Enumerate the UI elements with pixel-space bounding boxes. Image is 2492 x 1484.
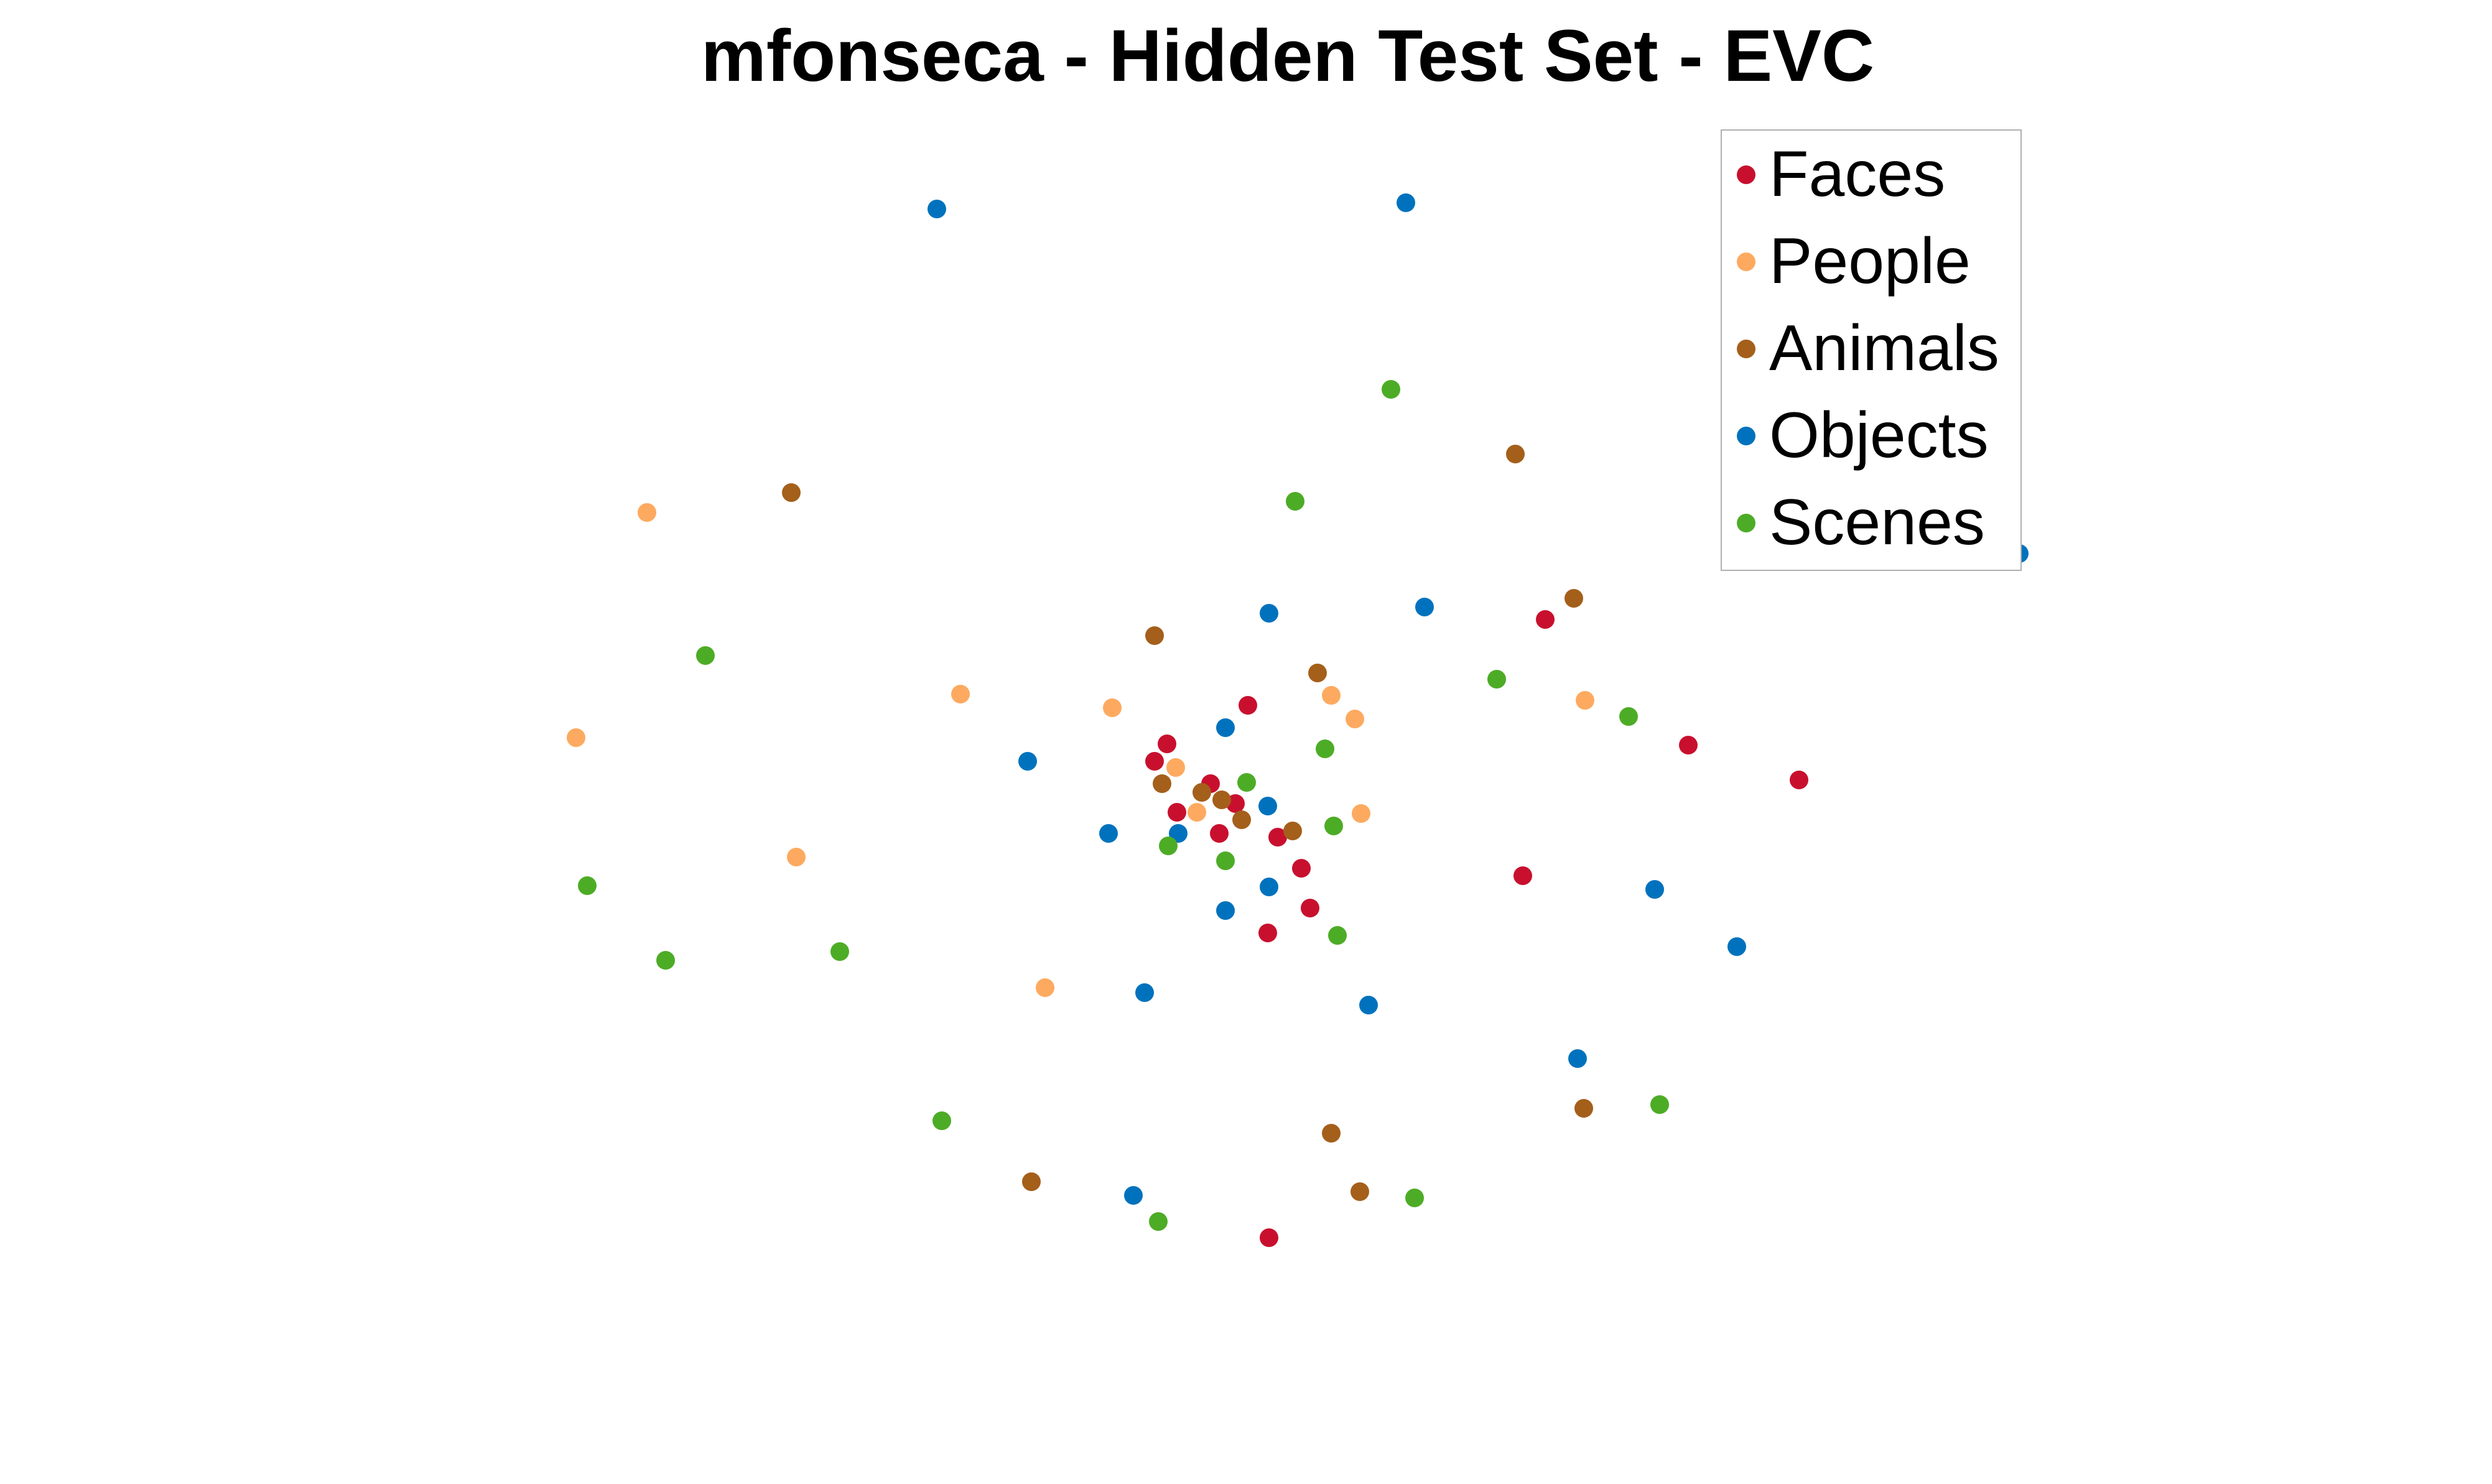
legend-item-faces: Faces: [1722, 131, 2020, 218]
legend: Faces People Animals Objects Scenes: [1721, 129, 2022, 571]
point-objects-3: [1260, 604, 1278, 623]
point-animals-1: [1145, 626, 1164, 645]
point-objects-8: [1099, 824, 1118, 843]
point-people-3: [1103, 698, 1122, 717]
point-scenes-5: [1316, 740, 1334, 758]
point-animals-0: [782, 483, 801, 502]
legend-label-animals: Animals: [1769, 312, 1999, 384]
point-people-9: [1346, 710, 1364, 728]
point-animals-2: [1153, 774, 1171, 793]
point-objects-12: [1645, 880, 1664, 899]
legend-swatch-scenes: [1737, 514, 1755, 532]
point-scenes-3: [1487, 670, 1506, 689]
point-objects-0: [928, 200, 946, 218]
point-animals-5: [1232, 810, 1251, 829]
point-faces-2: [1145, 752, 1164, 771]
point-people-0: [638, 503, 656, 522]
point-scenes-0: [1382, 380, 1400, 399]
legend-label-scenes: Scenes: [1769, 486, 1985, 559]
point-animals-11: [1022, 1172, 1041, 1191]
point-scenes-1: [1286, 492, 1304, 511]
point-objects-11: [1216, 901, 1235, 920]
point-people-2: [951, 685, 970, 703]
point-scenes-17: [1405, 1189, 1424, 1207]
point-animals-12: [1351, 1182, 1369, 1201]
point-people-5: [1188, 803, 1206, 822]
point-objects-15: [1359, 996, 1378, 1014]
point-animals-9: [1564, 589, 1583, 608]
point-people-7: [1036, 978, 1054, 997]
point-people-6: [787, 848, 806, 866]
legend-swatch-faces: [1737, 165, 1755, 184]
point-faces-10: [1258, 924, 1277, 942]
point-animals-8: [1506, 445, 1525, 463]
legend-item-objects: Objects: [1722, 392, 2020, 479]
point-scenes-7: [578, 876, 597, 895]
point-scenes-11: [1216, 851, 1235, 870]
point-objects-14: [1135, 983, 1154, 1002]
point-faces-1: [1158, 735, 1176, 753]
point-faces-11: [1536, 610, 1555, 629]
legend-swatch-people: [1737, 253, 1755, 271]
point-objects-1: [1397, 193, 1415, 212]
point-people-8: [1322, 686, 1341, 705]
point-faces-13: [1790, 771, 1808, 789]
point-scenes-13: [1328, 926, 1347, 945]
point-scenes-2: [696, 646, 715, 665]
point-scenes-15: [932, 1111, 951, 1130]
legend-label-people: People: [1769, 225, 1971, 297]
point-scenes-8: [656, 951, 675, 970]
point-faces-12: [1679, 736, 1698, 754]
point-faces-5: [1168, 803, 1186, 822]
point-scenes-9: [830, 942, 849, 961]
point-people-1: [567, 728, 585, 747]
legend-item-animals: Animals: [1722, 305, 2020, 392]
point-scenes-12: [1324, 817, 1343, 835]
point-scenes-16: [1149, 1212, 1168, 1231]
point-objects-7: [1258, 797, 1277, 815]
point-animals-10: [1322, 1124, 1341, 1143]
point-people-10: [1352, 804, 1370, 823]
point-faces-9: [1301, 899, 1319, 917]
point-objects-4: [1415, 598, 1434, 616]
point-animals-4: [1212, 791, 1231, 809]
point-scenes-14: [1650, 1095, 1669, 1114]
point-objects-10: [1260, 878, 1278, 896]
point-objects-13: [1727, 937, 1746, 956]
legend-label-faces: Faces: [1769, 138, 1946, 210]
point-objects-5: [1216, 718, 1235, 737]
point-scenes-6: [1237, 773, 1256, 792]
point-faces-6: [1210, 824, 1229, 843]
point-animals-13: [1574, 1099, 1593, 1118]
legend-item-people: People: [1722, 218, 2020, 305]
point-people-4: [1166, 758, 1185, 777]
point-scenes-10: [1159, 837, 1178, 855]
legend-swatch-animals: [1737, 340, 1755, 358]
point-animals-6: [1283, 822, 1302, 840]
point-faces-0: [1239, 696, 1257, 715]
point-objects-17: [1124, 1186, 1143, 1205]
point-faces-14: [1513, 866, 1532, 885]
legend-label-objects: Objects: [1769, 399, 1989, 471]
point-faces-7: [1268, 828, 1287, 846]
point-animals-3: [1193, 783, 1211, 802]
point-people-11: [1576, 691, 1594, 710]
chart-title: mfonseca - Hidden Test Set - EVC: [700, 15, 1875, 97]
point-faces-8: [1292, 859, 1311, 878]
point-objects-16: [1568, 1049, 1587, 1068]
point-scenes-4: [1619, 707, 1638, 726]
point-objects-9: [1169, 824, 1188, 843]
point-faces-15: [1260, 1228, 1278, 1247]
legend-item-scenes: Scenes: [1722, 479, 2020, 566]
point-objects-6: [1018, 752, 1037, 771]
legend-swatch-objects: [1737, 427, 1755, 445]
point-animals-7: [1308, 664, 1327, 682]
